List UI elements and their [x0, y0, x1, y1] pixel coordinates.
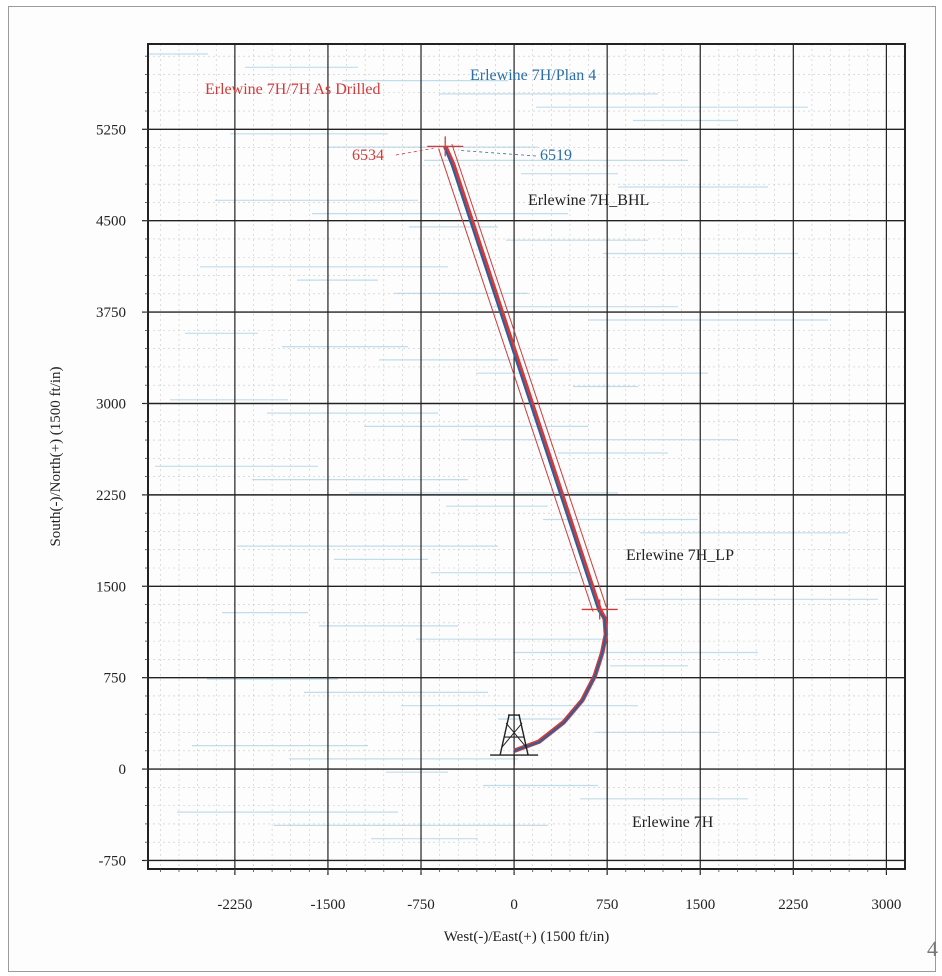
y-axis-title: South(-)/North(+) (1500 ft/in): [48, 366, 64, 546]
series-plan-4: [443, 147, 607, 752]
y-tick-label: 4500: [96, 214, 126, 230]
x-tick-label: 2250: [778, 897, 808, 913]
major-gridlines: [148, 44, 905, 869]
bhl-target-marker: [427, 136, 464, 157]
y-tick-label: 5250: [96, 122, 126, 138]
y-axis-ticks: -750 0 750 1500 2250 3000 3750 4500 5250: [96, 55, 148, 869]
y-tick-label: 750: [104, 671, 127, 687]
rig-leg-left: [499, 714, 510, 756]
x-tick-label: 3000: [871, 897, 901, 913]
x-tick-label: 0: [510, 897, 518, 913]
series-layer: [438, 143, 609, 753]
label-as-drilled: Erlewine 7H/7H As Drilled: [205, 81, 381, 98]
lp-target-marker: [581, 599, 618, 620]
leader-6519: [459, 149, 537, 157]
series-as-drilled: [443, 145, 609, 753]
label-lp: Erlewine 7H_LP: [626, 547, 734, 564]
label-6519: 6519: [540, 147, 572, 164]
chart-frame: [8, 6, 936, 972]
x-tick-label: 1500: [685, 897, 715, 913]
tolerance-line-west: [438, 148, 594, 612]
y-tick-label: 3000: [96, 396, 126, 412]
tolerance-line-east: [451, 143, 607, 608]
x-tick-label: -2250: [217, 897, 252, 913]
y-tick-label: -750: [99, 853, 127, 869]
label-6534: 6534: [352, 147, 384, 164]
x-tick-label: 750: [596, 897, 619, 913]
leader-6534: [395, 147, 434, 156]
label-plan-4: Erlewine 7H/Plan 4: [470, 67, 596, 84]
y-tick-label: 0: [119, 762, 127, 778]
y-tick-label: 1500: [96, 579, 126, 595]
x-tick-label: -1500: [310, 897, 345, 913]
rig-cross-2: [505, 722, 527, 748]
rig-cross-1: [501, 722, 523, 748]
page-number: 4: [927, 936, 938, 961]
plot-border: [147, 43, 906, 870]
x-axis-ticks: -2250 -1500 -750 0 750 1500 2250 3000: [160, 869, 901, 913]
rig-icon: [490, 714, 539, 766]
x-axis-title: West(-)/East(+) (1500 ft/in): [444, 929, 610, 945]
markers-layer: [427, 136, 618, 620]
annotations-layer: Erlewine 7H/7H As Drilled Erlewine 7H/Pla…: [205, 67, 734, 831]
y-tick-label: 2250: [96, 488, 126, 504]
x-tick-label: -750: [407, 897, 435, 913]
scan-streaks: [148, 53, 878, 840]
rig-leg-right: [518, 714, 529, 756]
label-well: Erlewine 7H: [632, 814, 714, 831]
label-bhl: Erlewine 7H_BHL: [528, 192, 649, 209]
y-tick-label: 3750: [96, 305, 126, 321]
